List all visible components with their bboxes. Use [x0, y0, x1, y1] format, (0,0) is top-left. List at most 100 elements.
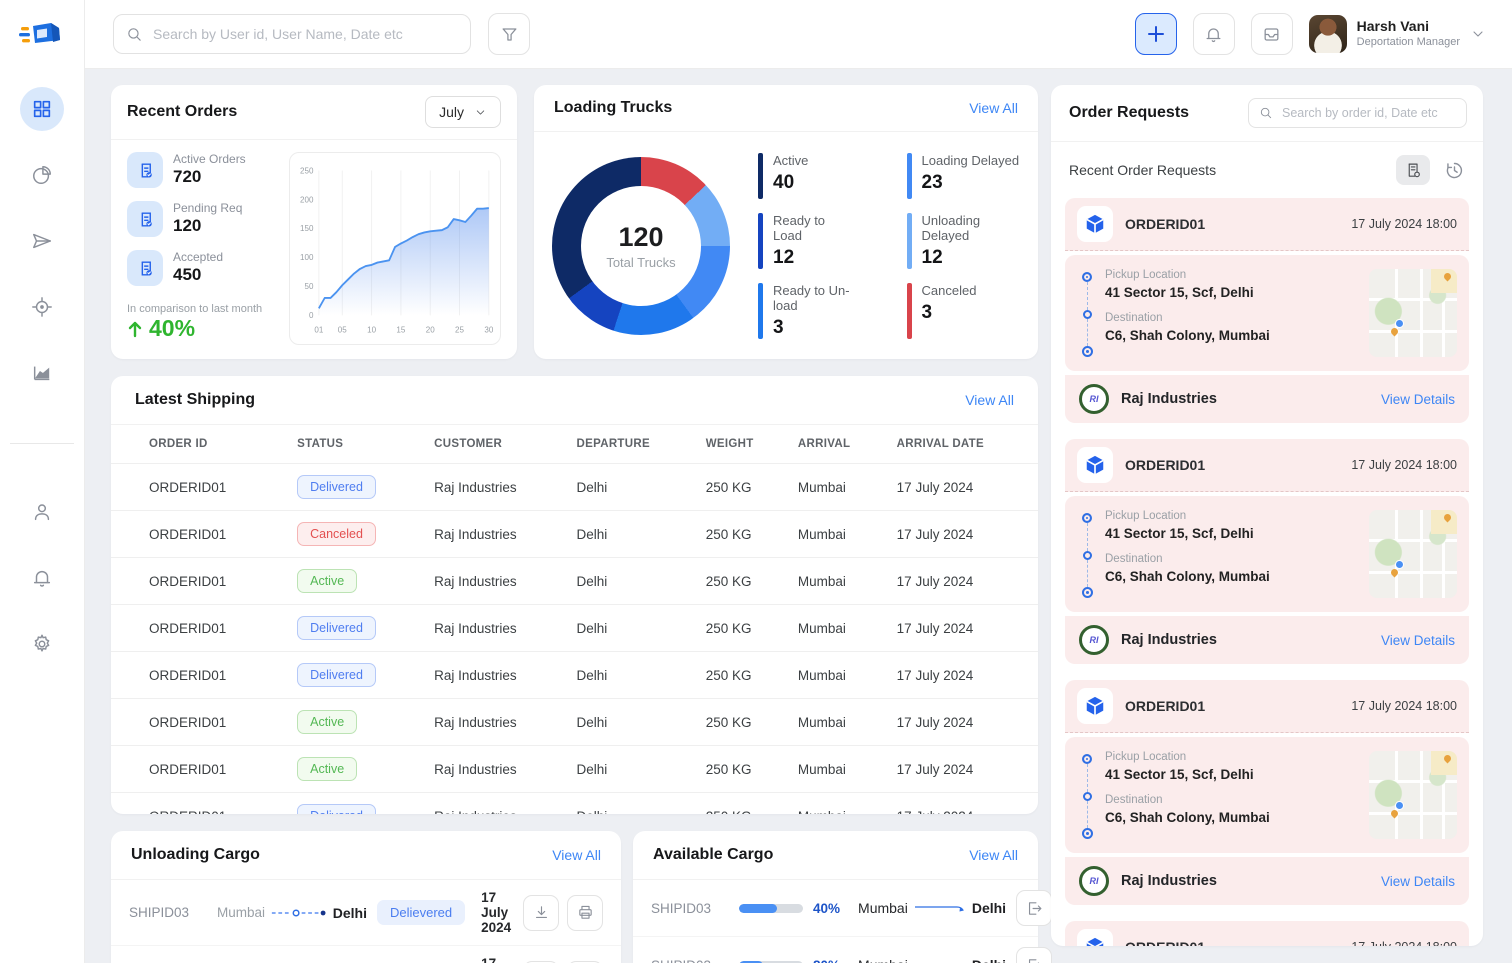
table-row[interactable]: ORDERID01 Delivered Raj IndustriesDelhi250…	[111, 792, 1038, 814]
order-request-card[interactable]: ORDERID01 17 July 2024 18:00 Pickup Loca…	[1065, 439, 1469, 664]
table-cell: 17 July 2024	[888, 463, 1038, 511]
order-request-card[interactable]: ORDERID01 17 July 2024 18:00 Pickup Loca…	[1065, 921, 1469, 946]
unloading-cargo-view-all[interactable]: View All	[552, 847, 601, 863]
status-badge: Delivered	[297, 616, 376, 640]
order-datetime: 17 July 2024 18:00	[1351, 940, 1457, 946]
svg-text:100: 100	[300, 252, 314, 262]
recent-orders-stats: Active Orders 720 Pending Req 120 Accept…	[127, 152, 277, 345]
download-button[interactable]	[523, 894, 559, 931]
global-search-input[interactable]	[151, 25, 458, 43]
cargo-progress-fill	[739, 960, 764, 963]
table-row[interactable]: ORDERID01 Active Raj Industries Delhi 250 KG…	[111, 557, 1038, 605]
legend-item: Loading Delayed 23	[906, 152, 1020, 199]
sidebar-item-profile[interactable]	[20, 490, 64, 534]
stat-value: 450	[173, 265, 202, 284]
sidebar-item-reports[interactable]	[20, 351, 64, 395]
comparison-note: In comparison to last month	[127, 303, 263, 315]
legend-label: Active	[773, 152, 809, 168]
order-datetime: 17 July 2024 18:00	[1351, 699, 1457, 713]
export-button[interactable]	[1016, 890, 1053, 926]
table-cell: Delhi	[568, 698, 698, 746]
order-request-card[interactable]: ORDERID01 17 July 2024 18:00 Pickup Loca…	[1065, 680, 1469, 905]
pickup-dot-icon	[1082, 513, 1092, 523]
table-cell: 17 July 2024	[888, 557, 1038, 605]
pie-chart-icon	[33, 166, 51, 184]
table-cell: Mumbai	[789, 557, 889, 605]
table-cell: ORDERID01	[111, 745, 290, 793]
avatar	[1308, 15, 1347, 53]
user-menu[interactable]: Harsh Vani Deportation Manager	[1308, 15, 1486, 53]
comparison-percent: 40%	[127, 315, 277, 342]
cargo-status-badge: Delievered	[377, 900, 466, 925]
person-icon	[34, 504, 50, 521]
inbox-button[interactable]	[1250, 13, 1293, 55]
notifications-button[interactable]	[1192, 13, 1235, 55]
list-view-toggle[interactable]	[1396, 155, 1430, 185]
company-logo: RI	[1079, 866, 1109, 896]
unloading-cargo-card: Unloading Cargo View All SHIPID03 Mumbai…	[111, 831, 621, 963]
legend-value: 3	[921, 301, 933, 323]
filter-button[interactable]	[488, 13, 530, 55]
location-target-icon	[32, 297, 52, 317]
status-badge: Active	[297, 569, 358, 593]
sidebar-item-notifications[interactable]	[20, 556, 64, 600]
route-timeline	[1079, 751, 1095, 839]
table-cell: Raj Industries	[426, 510, 569, 558]
order-request-list: ORDERID01 17 July 2024 18:00 Pickup Loca…	[1051, 196, 1483, 946]
view-details-link[interactable]: View Details	[1380, 391, 1455, 407]
view-details-link[interactable]: View Details	[1380, 632, 1455, 648]
cargo-percent: 80%	[813, 958, 840, 963]
package-cube-icon	[1086, 696, 1104, 716]
legend-color-bar	[906, 152, 912, 199]
table-cell: Mumbai	[789, 745, 889, 793]
order-search-input[interactable]	[1280, 105, 1456, 121]
latest-shipping-title: Latest Shipping	[135, 391, 255, 408]
table-row[interactable]: ORDERID01 Canceled Raj Industries Delhi 250 …	[111, 510, 1038, 558]
map-pin-icon	[1442, 271, 1453, 282]
table-cell: ORDERID01	[111, 604, 290, 652]
sidebar-item-dashboard[interactable]	[20, 87, 64, 131]
table-cell: Raj Industries	[426, 698, 569, 746]
route-from: Mumbai	[858, 957, 908, 963]
route-timeline	[1079, 510, 1095, 598]
sidebar-item-analytics[interactable]	[20, 153, 64, 197]
add-new-button[interactable]	[1134, 13, 1177, 55]
legend-value: 12	[921, 246, 943, 268]
sidebar-item-dispatch[interactable]	[20, 219, 64, 263]
order-search	[1248, 98, 1467, 128]
destination-label: Destination	[1105, 312, 1163, 324]
destination-pin-icon	[1081, 587, 1093, 598]
view-details-link[interactable]: View Details	[1380, 873, 1455, 889]
destination-address: C6, Shah Colony, Mumbai	[1105, 569, 1270, 584]
month-dropdown[interactable]: July	[425, 96, 501, 128]
map-thumbnail[interactable]	[1369, 510, 1457, 598]
cargo-progress-bar	[739, 903, 803, 913]
app-logo[interactable]	[19, 18, 65, 57]
sidebar-item-settings[interactable]	[20, 622, 64, 666]
table-row[interactable]: ORDERID01 Active Raj Industries Delhi 250 KG…	[111, 698, 1038, 746]
map-thumbnail[interactable]	[1369, 269, 1457, 357]
line-chart-svg: 0 50 100 150 200 250 01 05 10 15 20 25 30	[300, 165, 494, 334]
sidebar-item-tracking[interactable]	[20, 285, 64, 329]
available-cargo-row: SHIPID03 80% Mumbai Delhi	[633, 936, 1053, 963]
table-row[interactable]: ORDERID01 Active Raj Industries Delhi 250 KG…	[111, 745, 1038, 793]
loading-trucks-view-all[interactable]: View All	[969, 100, 1018, 116]
available-cargo-view-all[interactable]: View All	[969, 847, 1018, 863]
area-chart-icon	[33, 366, 50, 381]
print-button[interactable]	[567, 894, 603, 931]
table-cell: Raj Industries	[426, 792, 569, 814]
export-button[interactable]	[1016, 947, 1053, 963]
history-clock-icon[interactable]	[1444, 160, 1465, 181]
order-request-card[interactable]: ORDERID01 17 July 2024 18:00 Pickup Loca…	[1065, 198, 1469, 423]
order-stat: Active Orders 720	[127, 152, 277, 188]
midpoint-circle-icon	[1082, 550, 1092, 560]
sidebar	[0, 0, 85, 963]
latest-shipping-view-all[interactable]: View All	[965, 392, 1014, 408]
recent-order-requests-label: Recent Order Requests	[1069, 162, 1217, 178]
document-refresh-icon	[1408, 163, 1420, 177]
package-icon-badge	[1077, 206, 1113, 242]
map-thumbnail[interactable]	[1369, 751, 1457, 839]
